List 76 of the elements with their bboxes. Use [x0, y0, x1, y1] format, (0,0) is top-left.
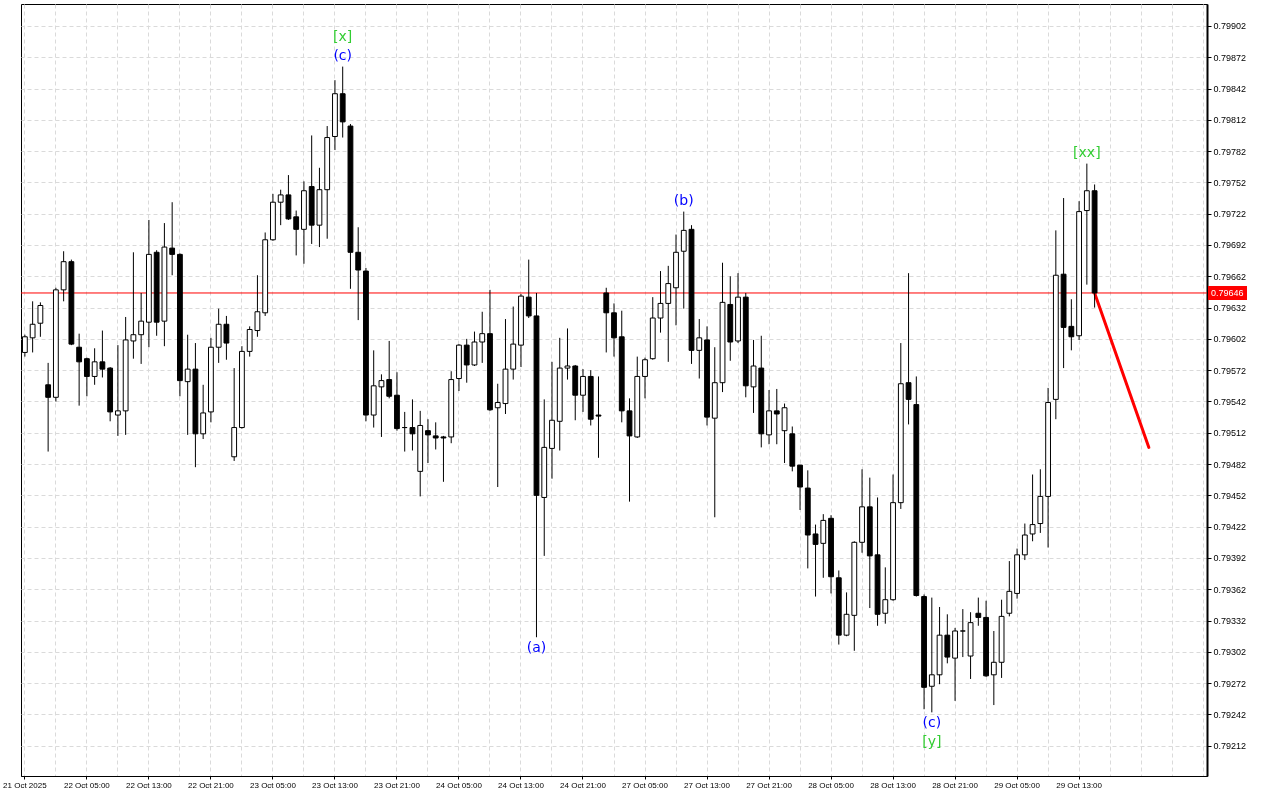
- y-tick-label: 0.79752: [1213, 177, 1247, 188]
- x-tick-label: 23 Oct 13:00: [312, 780, 359, 790]
- y-tick-label: 0.79662: [1213, 271, 1247, 282]
- candlestick: [425, 418, 431, 464]
- candlestick: [114, 344, 121, 437]
- candlestick: [76, 333, 83, 407]
- annotation: (a): [526, 639, 547, 656]
- annotation: (c): [922, 714, 942, 731]
- x-tick-label: 22 Oct 13:00: [126, 780, 173, 790]
- y-tick-label: 0.79722: [1213, 209, 1247, 220]
- x-tick-label: 22 Oct 21:00: [188, 780, 235, 790]
- y-tick-label: 0.79482: [1213, 459, 1247, 470]
- candlestick: [990, 630, 997, 706]
- candlestick: [928, 597, 935, 713]
- y-tick-label: 0.79392: [1213, 553, 1247, 564]
- x-tick-label: 24 Oct 21:00: [560, 780, 607, 790]
- y-tick-label: 0.79782: [1213, 146, 1247, 157]
- annotation: [y]: [922, 733, 942, 750]
- x-tick-label: 27 Oct 13:00: [684, 780, 731, 790]
- y-tick-label: 0.79512: [1213, 428, 1247, 439]
- candlestick: [959, 608, 966, 658]
- annotation: [x]: [333, 27, 353, 44]
- x-tick-label: 23 Oct 05:00: [250, 780, 297, 790]
- y-tick-label: 0.79452: [1213, 490, 1247, 501]
- candlestick: [29, 300, 36, 353]
- x-tick-label: 29 Oct 13:00: [1056, 780, 1103, 790]
- candlestick: [1029, 474, 1036, 542]
- y-tick-label: 0.79902: [1213, 21, 1247, 32]
- candlestick: [1083, 163, 1090, 286]
- x-tick-label: 22 Oct 05:00: [63, 780, 111, 790]
- y-tick-label: 0.79842: [1213, 84, 1247, 94]
- y-tick-label: 0.79572: [1213, 365, 1247, 376]
- y-tick-label: 0.79242: [1213, 709, 1247, 720]
- x-tick-label: 28 Oct 05:00: [808, 780, 855, 790]
- y-tick-label: 0.79632: [1213, 303, 1247, 314]
- candlestick: [580, 368, 586, 413]
- y-tick-label: 0.79872: [1213, 52, 1247, 63]
- x-tick-label: 27 Oct 21:00: [746, 780, 793, 790]
- annotation: (b): [673, 191, 694, 208]
- x-tick-label: 28 Oct 21:00: [932, 780, 979, 790]
- y-tick-label: 0.79272: [1213, 678, 1247, 689]
- x-tick-label: 24 Oct 05:00: [436, 780, 483, 790]
- candlestick: [766, 389, 772, 445]
- y-tick-label: 0.79362: [1213, 584, 1247, 595]
- candlestick: [45, 362, 52, 453]
- x-tick-label: 28 Oct 13:00: [870, 780, 917, 790]
- candlestick: [642, 357, 648, 399]
- y-tick-label: 0.79542: [1213, 396, 1247, 407]
- candlestick: [1006, 560, 1013, 617]
- candlestick: [138, 292, 145, 365]
- candlestick: [355, 226, 362, 321]
- y-tick-label: 0.79812: [1213, 115, 1247, 126]
- candlestick: [1021, 523, 1028, 561]
- candlestick: [169, 201, 176, 276]
- x-tick-label: 29 Oct 05:00: [994, 780, 1041, 790]
- x-tick-label: 24 Oct 13:00: [498, 780, 545, 790]
- y-tick-label: 0.79692: [1213, 240, 1247, 251]
- x-tick-label: 23 Oct 21:00: [374, 780, 421, 790]
- candlestick: [200, 384, 207, 440]
- x-tick-label: 27 Oct 05:00: [622, 780, 669, 790]
- candlestick: [975, 597, 982, 627]
- candlestick: [905, 272, 912, 425]
- annotation: [xx]: [1073, 143, 1101, 160]
- x-tick-label: 21 Oct 2025: [3, 780, 48, 790]
- candlestick: [83, 357, 90, 397]
- y-tick-label: 0.79302: [1213, 647, 1247, 658]
- candlestick: [37, 301, 44, 338]
- candlestick: [603, 287, 610, 353]
- y-tick-label: 0.79422: [1213, 522, 1247, 533]
- annotation: (c): [333, 46, 353, 63]
- ref-line-label: 0.79646: [1211, 287, 1244, 298]
- candlestick: [797, 464, 803, 511]
- candlestick: [293, 210, 300, 256]
- y-tick-label: 0.79332: [1213, 616, 1247, 627]
- y-tick-label: 0.79212: [1213, 741, 1247, 752]
- y-tick-label: 0.79602: [1213, 334, 1247, 345]
